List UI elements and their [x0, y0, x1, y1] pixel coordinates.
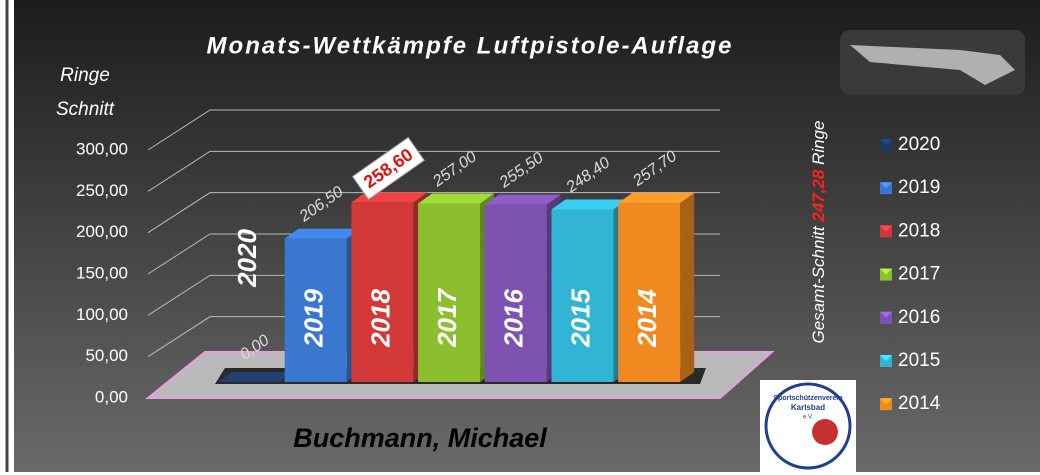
- legend-label: 2017: [898, 264, 940, 285]
- y-tick-label: 300,00: [76, 139, 128, 158]
- legend-label: 2016: [898, 307, 940, 328]
- legend-label: 2019: [898, 177, 940, 198]
- chart: Monats-Wettkämpfe Luftpistole-Auflage Ri…: [0, 0, 1040, 475]
- average-prefix: Gesamt-Schnitt: [809, 225, 828, 343]
- y-tick-label: 100,00: [76, 305, 128, 324]
- y-tick-label: 0,00: [95, 387, 128, 406]
- shooter-name: Buchmann, Michael: [293, 423, 547, 453]
- average-unit: Ringe: [809, 120, 828, 164]
- pistol-image: [840, 30, 1025, 95]
- legend-label: 2020: [898, 134, 940, 155]
- bar-category-label: 2019: [299, 289, 329, 348]
- chart-title: Monats-Wettkämpfe Luftpistole-Auflage: [207, 32, 734, 59]
- bar: [485, 195, 561, 382]
- y-axis-label: Ringe: [60, 65, 110, 86]
- y-tick-label: 250,00: [76, 181, 128, 200]
- logo-text: Sportschützenverein: [773, 395, 842, 402]
- y-tick-label: 50,00: [85, 346, 128, 365]
- bar-category-label: 2015: [565, 289, 595, 348]
- bar-category-label: 2020: [232, 229, 262, 288]
- bar: [418, 194, 494, 382]
- average-text: Gesamt-Schnitt 247,28 Ringe: [809, 120, 828, 343]
- legend-label: 2018: [898, 220, 940, 241]
- logo-text: Karlsbad: [791, 403, 825, 412]
- bar-category-label: 2016: [499, 289, 529, 348]
- logo-text: e.V.: [803, 415, 813, 421]
- bar-category-label: 2018: [365, 289, 395, 348]
- logo-target: [812, 419, 838, 445]
- bar-side: [680, 193, 694, 382]
- y-axis-label: Schnitt: [56, 99, 115, 120]
- bar: [351, 192, 427, 382]
- y-tick-label: 150,00: [76, 263, 128, 282]
- y-tick-label: 200,00: [76, 222, 128, 241]
- average-value: 247,28: [809, 169, 828, 223]
- legend-label: 2014: [898, 393, 941, 414]
- bar-category-label: 2017: [432, 288, 462, 348]
- bar: [618, 193, 694, 382]
- club-logo: Sportschützenverein Karlsbad e.V.: [760, 380, 856, 472]
- legend-label: 2015: [898, 350, 940, 371]
- bar-category-label: 2014: [632, 289, 662, 348]
